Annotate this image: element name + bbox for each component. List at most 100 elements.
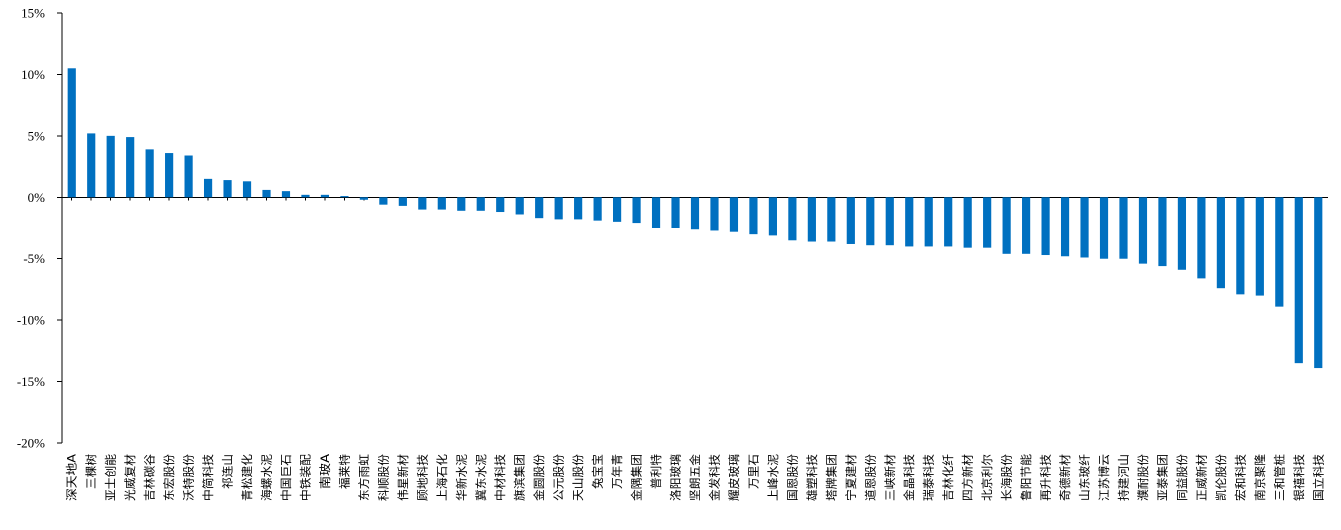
y-tick-label: 5% <box>28 128 46 143</box>
category-label: 雄塑科技 <box>805 453 819 501</box>
category-label: 中铁装配 <box>298 453 312 501</box>
category-label: 耀皮玻璃 <box>727 454 741 501</box>
category-label-text: 公元股份 <box>552 453 566 501</box>
bar <box>418 197 427 210</box>
category-label: 金隅集团 <box>630 454 644 501</box>
bar <box>165 153 174 198</box>
bar <box>301 194 310 198</box>
bar <box>632 197 641 224</box>
category-label: 洛阳玻璃 <box>669 454 683 501</box>
category-label-text: 上海石化 <box>435 453 449 501</box>
category-label-text: 南京聚隆 <box>1253 453 1267 501</box>
category-label-text: 洛阳玻璃 <box>669 454 683 501</box>
bar <box>1099 197 1109 259</box>
bar <box>1138 197 1148 264</box>
category-label-text: 科顺股份 <box>376 453 390 501</box>
y-tick-label: 15% <box>21 6 45 21</box>
category-label: 同益股份 <box>1175 453 1189 501</box>
category-label: 南京聚隆 <box>1253 453 1267 501</box>
bar <box>554 197 563 220</box>
bar <box>359 197 368 200</box>
category-label: 科顺股份 <box>376 453 390 501</box>
category-label-text: 三棵树 <box>84 453 98 489</box>
category-label-text: 同益股份 <box>1175 453 1189 501</box>
category-label: 正威新材 <box>1194 453 1208 501</box>
category-label-text: 耀皮玻璃 <box>727 454 741 501</box>
bar <box>535 197 544 219</box>
category-label-text: 鲁阳节能 <box>1019 453 1033 501</box>
category-label: 吉林化纤 <box>941 453 955 501</box>
category-label: 旗滨集团 <box>513 454 527 501</box>
bar <box>242 181 252 198</box>
category-label-text: 金圆股份 <box>532 453 546 501</box>
bar <box>846 197 855 244</box>
category-label-text: 正威新材 <box>1194 453 1208 501</box>
category-label-text: 国立科技 <box>1311 453 1325 501</box>
category-label-text: 北京利尔 <box>980 454 994 501</box>
bar <box>1002 197 1011 254</box>
bar <box>671 197 680 228</box>
category-label-text: 兔宝宝 <box>591 454 605 489</box>
category-label: 三峡新材 <box>883 453 897 501</box>
bar <box>340 196 349 198</box>
bar <box>768 197 777 236</box>
category-label-text: 沃特股份 <box>182 453 196 501</box>
category-label-text: 三和管桩 <box>1272 454 1286 501</box>
bar <box>126 137 135 198</box>
category-label: 四方新材 <box>961 453 975 501</box>
bar <box>983 197 992 248</box>
category-label-text: 旗滨集团 <box>513 454 527 501</box>
category-label: 持建河山 <box>1116 454 1130 501</box>
bar <box>963 197 972 248</box>
category-label: 道恩股份 <box>863 453 877 501</box>
category-label-text: 冀东水泥 <box>474 454 488 501</box>
bar <box>515 197 524 215</box>
bar <box>1294 197 1303 364</box>
category-label-text: 长海股份 <box>1000 453 1014 501</box>
y-tick-label: -15% <box>17 374 45 389</box>
category-label: 顾地科技 <box>415 453 429 501</box>
category-labels: 深天地A 三棵树 亚士创能 光威复材 吉林碳谷 东宏股份 沃特股份 中简科技 祁连山 青松建化 海螺… <box>65 453 1326 501</box>
category-label: 中简科技 <box>201 453 215 501</box>
bar <box>866 197 875 246</box>
bar <box>729 197 739 232</box>
category-label-text: 吉林碳谷 <box>143 453 157 501</box>
category-label-text: 顾地科技 <box>415 453 429 501</box>
bar <box>1041 197 1050 256</box>
category-label-text: 华新水泥 <box>454 454 468 501</box>
category-label-text: 青松建化 <box>240 453 254 501</box>
category-label-text: 中材科技 <box>493 453 507 501</box>
category-label: 兔宝宝 <box>591 454 605 489</box>
category-label-text: 山东玻纤 <box>1078 453 1092 501</box>
category-label-text: 国恩股份 <box>785 453 799 501</box>
category-label-text: 中国巨石 <box>279 454 293 501</box>
category-label: 三棵树 <box>84 453 98 489</box>
category-label-text: 中简科技 <box>201 453 215 501</box>
category-label: 再升科技 <box>1039 453 1053 501</box>
y-tick-label: -5% <box>23 251 45 266</box>
bar <box>593 197 602 221</box>
category-label-text: 凯伦股份 <box>1214 453 1228 501</box>
bar <box>749 197 758 235</box>
category-label-text: 吉林化纤 <box>941 453 955 501</box>
category-label-text: 金晶科技 <box>902 453 916 501</box>
bar <box>184 155 193 198</box>
category-label: 北京利尔 <box>980 454 994 501</box>
category-label: 金晶科技 <box>902 453 916 501</box>
category-label-text: 宁夏建材 <box>844 453 858 501</box>
category-label: 光威复材 <box>123 453 137 501</box>
category-label-text: 银禧科技 <box>1292 453 1306 501</box>
category-label: 中材科技 <box>493 453 507 501</box>
category-label-text: 濮耐股份 <box>1136 453 1150 501</box>
category-label-text: 江苏博云 <box>1097 454 1111 501</box>
bar <box>827 197 836 242</box>
bar <box>262 189 271 198</box>
category-label: 亚士创能 <box>104 453 118 501</box>
category-label: 万年青 <box>610 454 624 489</box>
category-label-text: 亚士创能 <box>104 453 118 501</box>
category-label: 亚泰集团 <box>1155 454 1169 501</box>
category-label-text: 金发科技 <box>707 453 721 501</box>
category-label: 金圆股份 <box>532 453 546 501</box>
bar <box>574 197 583 220</box>
